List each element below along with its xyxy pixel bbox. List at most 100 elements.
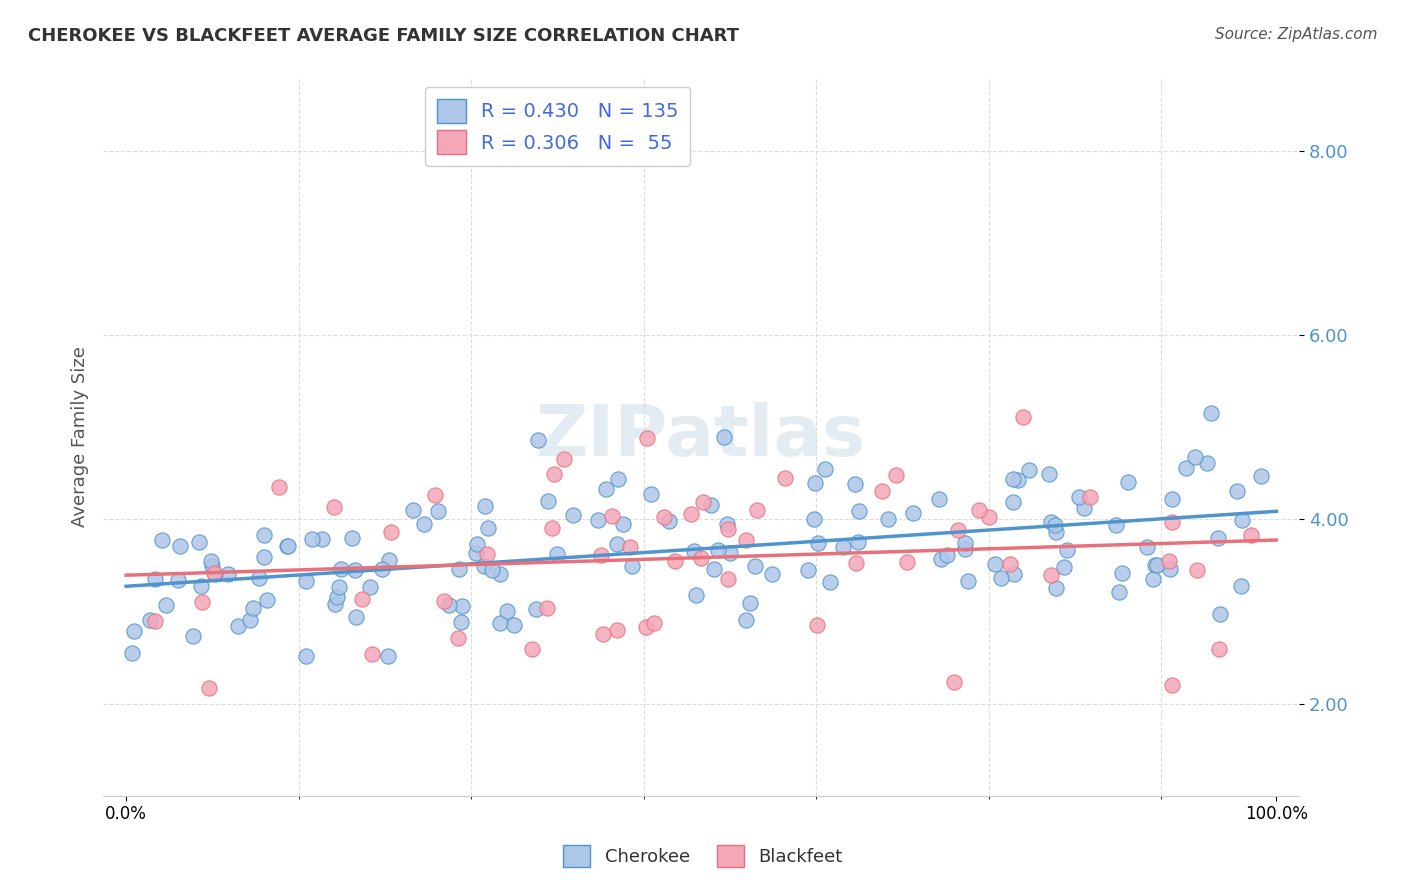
Point — [1018, 463, 1040, 477]
Point — [474, 499, 496, 513]
Point — [481, 563, 503, 577]
Point — [380, 524, 402, 539]
Point — [188, 534, 211, 549]
Point — [734, 533, 756, 548]
Point — [1187, 564, 1209, 578]
Point — [449, 562, 471, 576]
Point — [990, 571, 1012, 585]
Point — [1039, 567, 1062, 582]
Point — [1002, 567, 1025, 582]
Point — [735, 613, 758, 627]
Point — [541, 521, 564, 535]
Point — [543, 467, 565, 482]
Point — [1206, 532, 1229, 546]
Point — [201, 559, 224, 574]
Point — [606, 624, 628, 638]
Point — [948, 523, 970, 537]
Point — [536, 494, 558, 508]
Point — [439, 598, 461, 612]
Point — [562, 508, 585, 522]
Point — [344, 609, 367, 624]
Point — [527, 433, 550, 447]
Point — [122, 624, 145, 639]
Point — [536, 601, 558, 615]
Point — [718, 546, 741, 560]
Point — [761, 566, 783, 581]
Point — [269, 480, 291, 494]
Point — [167, 573, 190, 587]
Point — [360, 648, 382, 662]
Point — [1118, 475, 1140, 490]
Point — [606, 472, 628, 486]
Point — [1069, 490, 1091, 504]
Point — [217, 567, 239, 582]
Point — [640, 486, 662, 500]
Point — [145, 572, 167, 586]
Point — [378, 553, 401, 567]
Point — [716, 572, 738, 586]
Point — [1230, 579, 1253, 593]
Point — [294, 649, 316, 664]
Point — [489, 566, 512, 581]
Point — [806, 618, 828, 632]
Point — [591, 548, 613, 562]
Point — [1045, 581, 1067, 595]
Point — [489, 615, 512, 630]
Point — [181, 629, 204, 643]
Point — [1144, 558, 1167, 573]
Point — [703, 562, 725, 576]
Point — [472, 559, 495, 574]
Point — [942, 674, 965, 689]
Point — [1136, 540, 1159, 554]
Point — [1105, 517, 1128, 532]
Point — [495, 604, 517, 618]
Point — [202, 566, 225, 580]
Point — [619, 540, 641, 554]
Point — [717, 522, 740, 536]
Point — [979, 509, 1001, 524]
Point — [845, 556, 868, 570]
Point — [323, 597, 346, 611]
Point — [592, 626, 614, 640]
Point — [740, 596, 762, 610]
Point — [526, 601, 548, 615]
Point — [1230, 513, 1253, 527]
Point — [350, 591, 373, 606]
Point — [427, 504, 450, 518]
Point — [846, 535, 869, 549]
Point — [253, 550, 276, 565]
Point — [773, 471, 796, 485]
Point — [745, 502, 768, 516]
Point — [955, 536, 977, 550]
Point — [901, 506, 924, 520]
Point — [814, 461, 837, 475]
Point — [664, 554, 686, 568]
Point — [1053, 559, 1076, 574]
Point — [329, 562, 352, 576]
Point — [984, 557, 1007, 571]
Point — [803, 512, 825, 526]
Point — [450, 615, 472, 630]
Point — [370, 562, 392, 576]
Point — [806, 535, 828, 549]
Point — [143, 615, 166, 629]
Point — [643, 616, 665, 631]
Point — [818, 574, 841, 589]
Point — [1045, 524, 1067, 539]
Point — [636, 431, 658, 445]
Y-axis label: Average Family Size: Average Family Size — [72, 346, 89, 527]
Point — [359, 581, 381, 595]
Legend: R = 0.430   N = 135, R = 0.306   N =  55: R = 0.430 N = 135, R = 0.306 N = 55 — [425, 87, 690, 166]
Point — [276, 539, 298, 553]
Point — [935, 548, 957, 562]
Point — [191, 595, 214, 609]
Point — [1012, 409, 1035, 424]
Point — [796, 563, 818, 577]
Text: CHEROKEE VS BLACKFEET AVERAGE FAMILY SIZE CORRELATION CHART: CHEROKEE VS BLACKFEET AVERAGE FAMILY SIZ… — [28, 27, 740, 45]
Point — [451, 599, 474, 614]
Point — [679, 507, 702, 521]
Point — [706, 543, 728, 558]
Point — [1001, 495, 1024, 509]
Point — [929, 552, 952, 566]
Point — [844, 477, 866, 491]
